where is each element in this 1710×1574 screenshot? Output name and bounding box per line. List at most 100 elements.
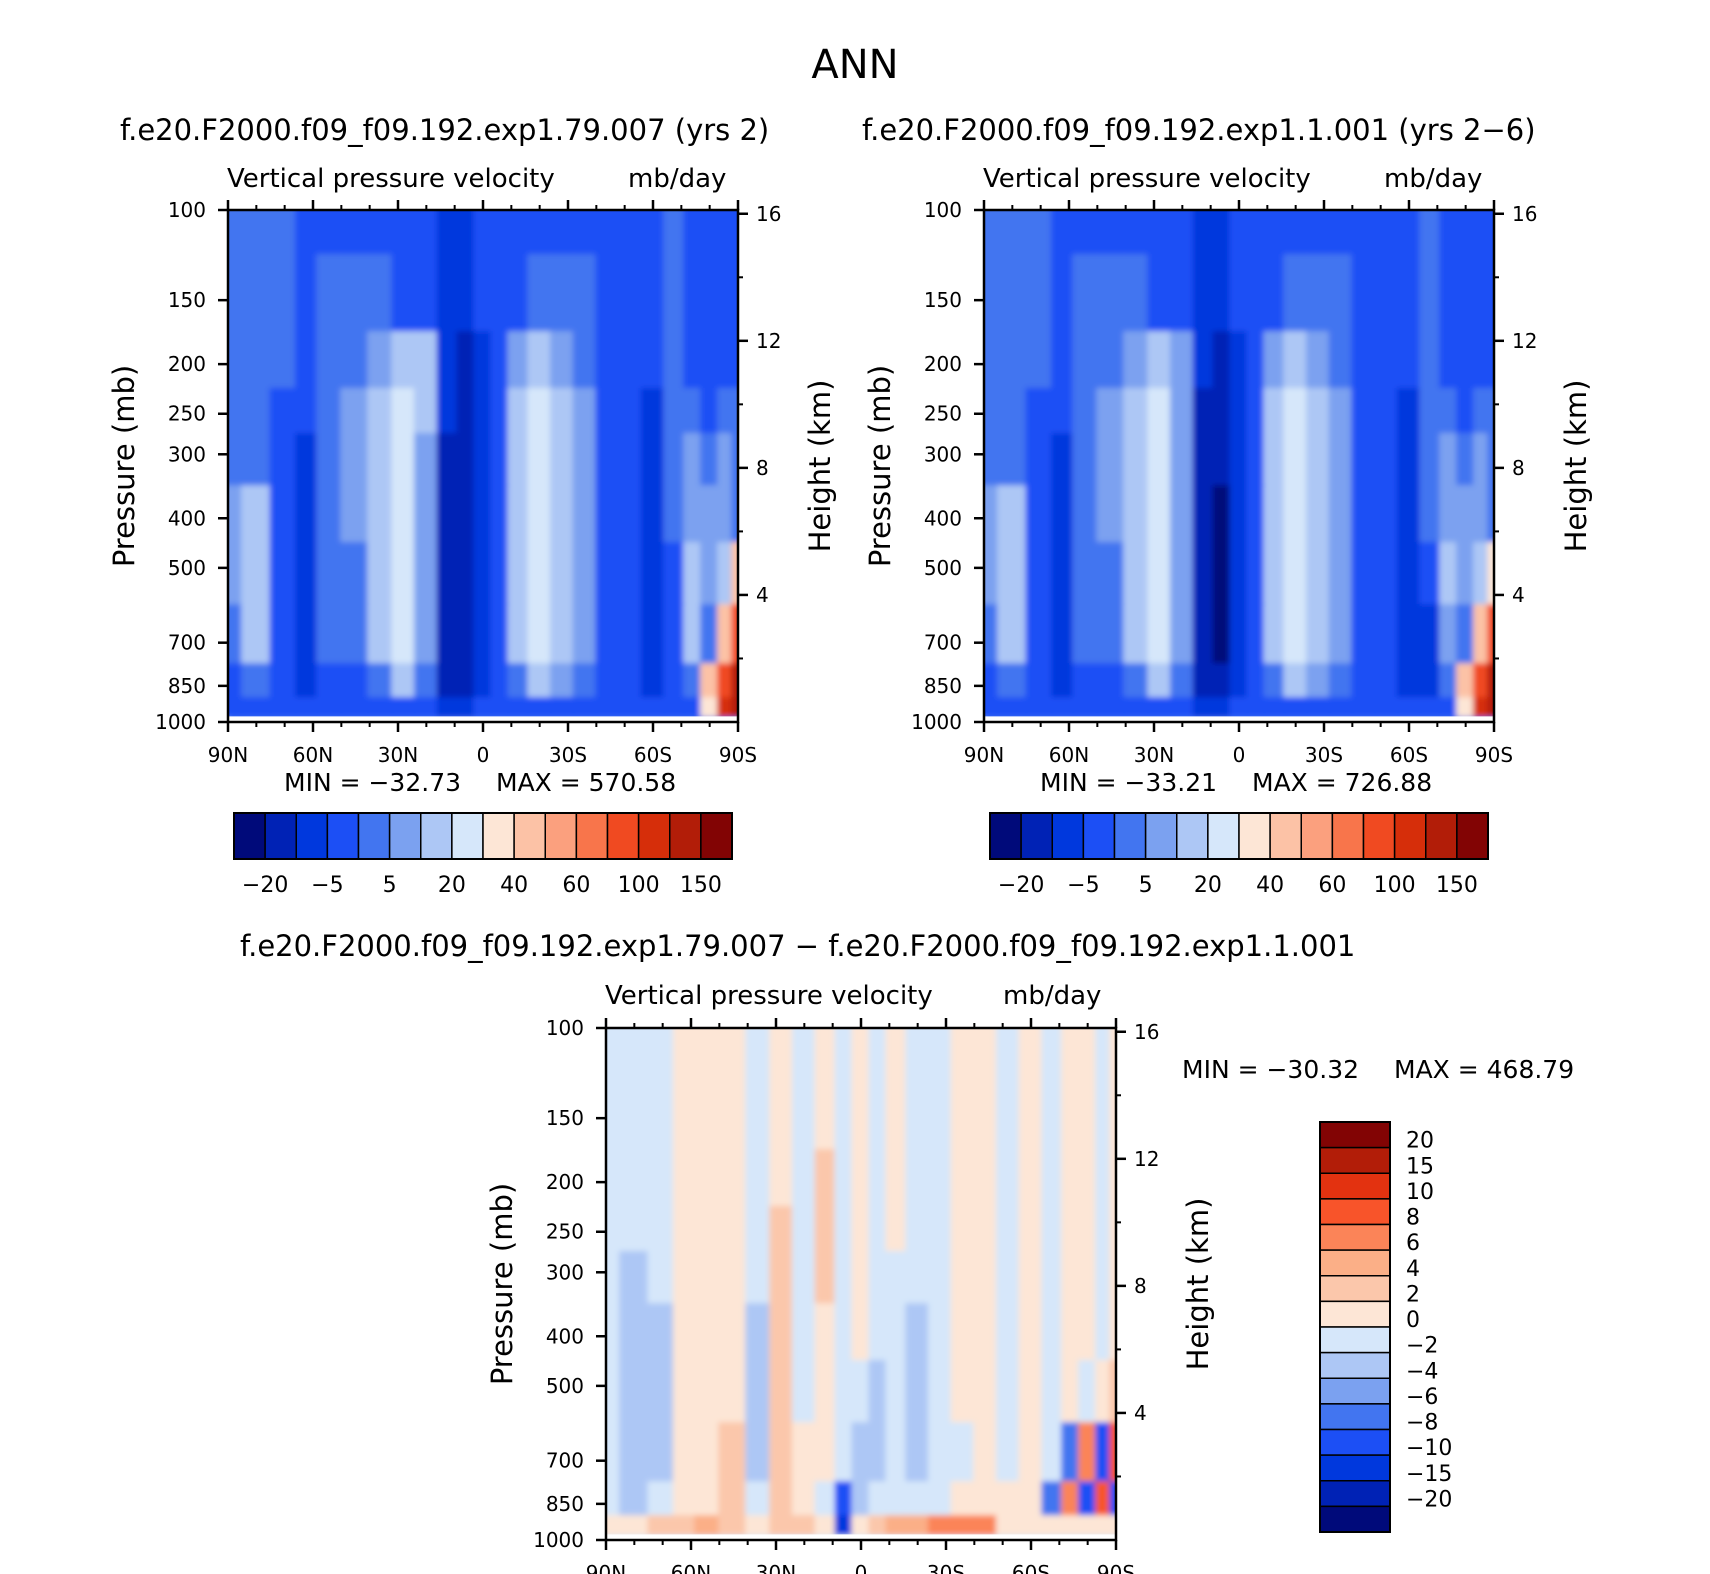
field-cell: [731, 663, 738, 700]
field-cell: [718, 1303, 748, 1363]
field-cell: [1109, 1251, 1116, 1306]
y2-tick-label: 12: [1134, 1147, 1159, 1171]
field-cell: [1096, 485, 1126, 545]
field-cell: [984, 433, 1000, 488]
field-cell: [905, 1149, 930, 1208]
field-cell: [606, 1481, 622, 1518]
field-cell: [1025, 210, 1053, 257]
field-cell: [1123, 210, 1150, 257]
field-cell: [1351, 604, 1376, 666]
field-cell: [996, 1481, 1021, 1518]
field-cell: [700, 331, 720, 390]
field-cell: [1170, 663, 1195, 700]
field-cell: [316, 542, 343, 607]
field-cell: [1351, 254, 1376, 334]
colorbar-box: [1425, 812, 1458, 860]
field-cell: [436, 697, 459, 718]
field-cell: [456, 210, 476, 257]
colorbar-box: [295, 812, 329, 860]
field-cell: [316, 697, 343, 718]
field-cell: [618, 542, 643, 607]
field-cell: [316, 433, 343, 488]
field-cell: [663, 604, 686, 666]
field-cell: [1456, 433, 1476, 488]
field-cell: [1041, 1481, 1064, 1518]
field-cell: [673, 1028, 697, 1075]
field-cell: [1487, 387, 1494, 436]
field-cell: [490, 210, 510, 257]
field-cell: [414, 663, 439, 700]
field-cell: [984, 254, 1000, 334]
field-cell: [1212, 542, 1232, 607]
field-cell: [1109, 1028, 1116, 1075]
case-title: f.e20.F2000.f09_f09.192.exp1.79.007 − f.…: [240, 929, 1355, 963]
field-cell: [694, 1251, 721, 1306]
field-cell: [834, 1072, 854, 1152]
colorbar-box: [1319, 1480, 1391, 1508]
field-cell: [1147, 663, 1172, 700]
field-cell: [640, 604, 666, 666]
field-cell: [1351, 663, 1376, 700]
field-cell: [456, 387, 476, 436]
y-tick-label: 700: [546, 1449, 584, 1473]
field-cell: [996, 1205, 1021, 1254]
field-cell: [527, 485, 552, 545]
field-cell: [973, 1515, 998, 1536]
colorbar-box: [544, 812, 578, 860]
field-cell: [868, 1205, 888, 1254]
x-tick-label: 0: [855, 1561, 868, 1574]
field-cell: [647, 1360, 675, 1425]
colorbar-box: [1319, 1351, 1391, 1379]
colorbar-box: [1456, 812, 1489, 860]
field-cell: [1025, 697, 1053, 718]
field-cell: [1192, 542, 1215, 607]
field-cell: [640, 210, 666, 257]
x-tick-label: 30S: [549, 743, 587, 767]
field-cell: [1096, 210, 1126, 257]
field-cell: [1147, 210, 1172, 257]
field-cell: [1306, 387, 1331, 436]
colorbar-box: [264, 812, 297, 860]
y2-tick-label: 12: [756, 329, 781, 353]
field-cell: [456, 542, 476, 607]
field-cell: [1229, 697, 1249, 718]
field-cell: [1025, 331, 1053, 390]
field-cell: [1096, 387, 1126, 436]
field-cell: [1263, 604, 1286, 666]
field-cell: [1123, 433, 1150, 488]
field-cell: [473, 542, 493, 607]
field-cell: [1439, 254, 1459, 334]
field-cell: [1229, 254, 1249, 334]
x-tick-label: 90N: [964, 743, 1004, 767]
field-cell: [973, 1481, 998, 1518]
y2-tick-label: 16: [756, 202, 781, 226]
x-tick-label: 60S: [1012, 1561, 1050, 1574]
colorbar-box: [1113, 812, 1147, 860]
field-cell: [340, 542, 370, 607]
field-cell: [1109, 1072, 1116, 1152]
field-cell: [1487, 254, 1494, 334]
field-cell: [436, 542, 459, 607]
field-cell: [1170, 331, 1195, 390]
colorbar-label: −4: [1406, 1359, 1438, 1384]
field-cell: [550, 542, 575, 607]
field-cell: [769, 1149, 794, 1208]
field-cell: [1487, 331, 1494, 390]
field-cell: [694, 1028, 721, 1075]
field-cell: [673, 1515, 697, 1536]
field-cell: [731, 542, 738, 607]
colorbar-box: [1319, 1377, 1391, 1405]
field-cell: [595, 254, 620, 334]
colorbar-box: [1238, 812, 1271, 860]
field-cell: [414, 254, 439, 334]
field-cell: [1123, 387, 1150, 436]
field-cell: [905, 1481, 930, 1518]
field-cell: [367, 542, 394, 607]
field-cell: [269, 697, 297, 718]
field-cell: [1396, 542, 1422, 607]
field-cell: [1018, 1360, 1044, 1425]
x-tick-label: 60S: [634, 743, 672, 767]
field-cell: [367, 485, 394, 545]
field-cell: [663, 542, 686, 607]
